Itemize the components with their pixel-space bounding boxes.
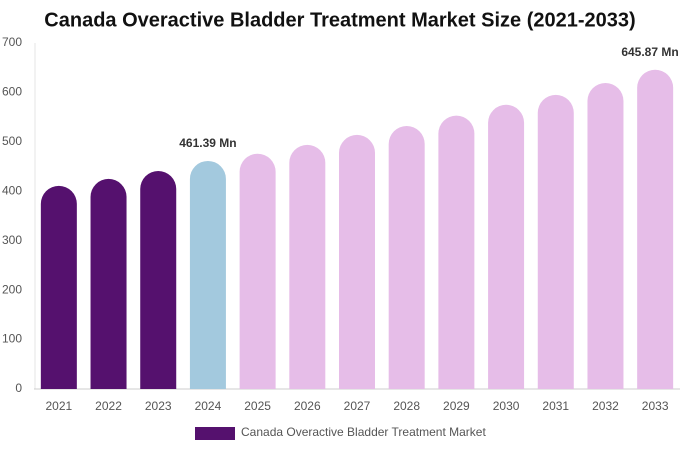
x-tick-label: 2030 [493, 399, 520, 413]
x-tick-label: 2024 [195, 399, 222, 413]
legend-swatch [195, 427, 235, 440]
x-tick-label: 2031 [542, 399, 569, 413]
y-tick-label: 100 [2, 332, 22, 346]
x-tick-label: 2028 [393, 399, 420, 413]
legend-label: Canada Overactive Bladder Treatment Mark… [241, 425, 486, 439]
x-tick-label: 2025 [244, 399, 271, 413]
data-label: 645.87 Mn [621, 45, 678, 59]
bar [488, 104, 525, 389]
bar [637, 69, 674, 390]
y-tick-label: 400 [2, 183, 22, 197]
x-tick-label: 2022 [95, 399, 122, 413]
y-tick-label: 700 [2, 35, 22, 49]
y-tick-label: 500 [2, 134, 22, 148]
y-tick-label: 300 [2, 233, 22, 247]
bar [587, 83, 624, 389]
x-tick-label: 2032 [592, 399, 619, 413]
bar [40, 185, 77, 389]
bar [239, 153, 276, 389]
x-tick-label: 2029 [443, 399, 470, 413]
bar [388, 126, 425, 390]
y-tick-label: 200 [2, 282, 22, 296]
y-tick-label: 0 [15, 381, 22, 395]
bar [438, 115, 475, 389]
y-tick-label: 600 [2, 85, 22, 99]
data-label: 461.39 Mn [179, 136, 236, 150]
bar [90, 178, 127, 389]
x-tick-label: 2021 [45, 399, 72, 413]
x-tick-label: 2027 [344, 399, 371, 413]
chart-title: Canada Overactive Bladder Treatment Mark… [44, 9, 635, 31]
bar [289, 144, 326, 389]
bar [189, 160, 226, 389]
bar [140, 171, 177, 389]
bar [537, 94, 574, 389]
bar [339, 134, 375, 389]
x-tick-label: 2023 [145, 399, 172, 413]
x-tick-label: 2033 [642, 399, 669, 413]
x-tick-label: 2026 [294, 399, 321, 413]
